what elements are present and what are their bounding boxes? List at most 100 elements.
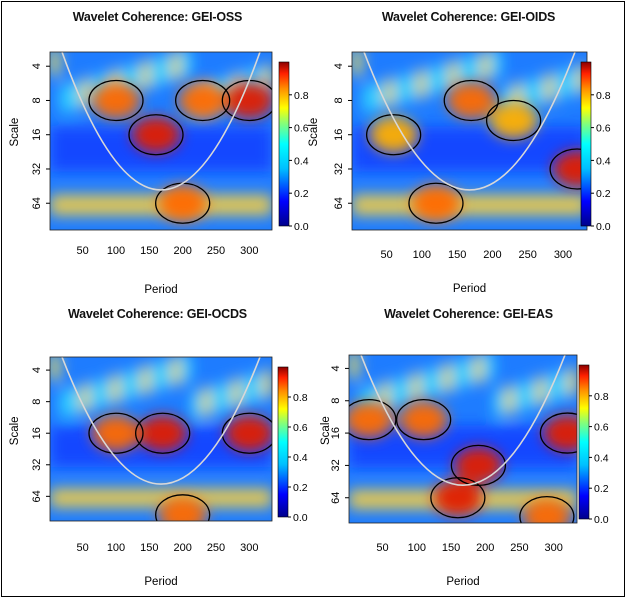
colorbar-tick-label: 0.6 xyxy=(594,422,609,434)
y-tick-label: 4 xyxy=(330,365,342,371)
texture-band xyxy=(160,358,173,390)
x-tick-label: 50 xyxy=(77,245,89,257)
colorbar-tick-label: 0.0 xyxy=(594,514,609,526)
coherence-field xyxy=(50,357,272,521)
texture-band xyxy=(458,56,471,88)
wavelet-plot: 4 8 16 32 64 50 100 150 200 250 300 Period Scale 0.0 0… xyxy=(9,356,308,588)
cone-of-influence xyxy=(61,52,261,191)
texture-band xyxy=(89,379,102,411)
texture-band xyxy=(532,75,545,107)
texture-band xyxy=(250,371,263,403)
coherence-hotspot xyxy=(158,496,207,521)
x-tick-label: 100 xyxy=(413,249,431,261)
coherence-hotspot xyxy=(369,116,418,153)
texture-band xyxy=(404,71,417,103)
x-axis-label: Period xyxy=(453,283,486,295)
colorbar xyxy=(578,364,590,520)
panel-title: Wavelet Coherence: GEI-OSS xyxy=(72,10,243,24)
texture-band xyxy=(170,357,183,387)
texture-band xyxy=(59,388,72,420)
texture-band xyxy=(420,368,433,400)
coherence-hotspot xyxy=(454,447,503,484)
y-tick-label: 64 xyxy=(333,197,345,209)
significance-contour xyxy=(88,79,144,122)
texture-band xyxy=(564,66,577,98)
x-tick-label: 100 xyxy=(408,542,426,554)
coherence-hotspot xyxy=(349,401,393,438)
texture-band xyxy=(139,364,152,396)
coherence-hotspot xyxy=(138,415,187,452)
significance-contour xyxy=(221,412,272,454)
texture-band xyxy=(493,387,506,419)
x-tick-label: 250 xyxy=(519,249,537,261)
texture-band xyxy=(503,384,516,416)
texture-band xyxy=(400,374,412,406)
wavelet-plot: 4 8 16 32 64 50 100 150 200 250 300 Period Scale 0.0 0… xyxy=(9,51,309,296)
coherence-hotspot xyxy=(411,185,460,222)
colorbar xyxy=(277,366,289,518)
significance-contour xyxy=(365,114,422,156)
coherence-field xyxy=(352,52,587,230)
significance-contour xyxy=(443,79,499,122)
texture-band xyxy=(362,83,375,115)
significance-contour xyxy=(88,412,144,454)
colorbar-tick-label: 0.8 xyxy=(294,90,309,102)
cone-of-influence xyxy=(363,52,576,191)
texture-band xyxy=(149,56,162,88)
x-tick-label: 150 xyxy=(448,249,466,261)
wavelet-plot: 4 8 16 32 64 50 100 150 200 250 300 Period Scale 0.0 0… xyxy=(320,354,609,588)
x-tick-label: 150 xyxy=(140,245,158,257)
texture-band xyxy=(69,80,82,112)
texture-band xyxy=(436,62,449,94)
y-axis-label: Scale xyxy=(320,416,332,445)
texture-band xyxy=(441,362,454,394)
y-axis-label: Scale xyxy=(308,118,320,147)
texture-band xyxy=(352,52,364,78)
colorbar-tick-label: 0.6 xyxy=(293,422,308,434)
texture-band xyxy=(109,373,122,405)
x-tick-label: 200 xyxy=(483,249,501,261)
texture-band xyxy=(50,488,272,508)
significance-contour xyxy=(395,399,452,441)
texture-band xyxy=(230,377,243,409)
significance-contour xyxy=(519,496,575,523)
colorbar-tick-label: 0.8 xyxy=(594,391,609,403)
colorbar-tick-label: 0.0 xyxy=(294,221,309,233)
significance-contour xyxy=(408,182,464,224)
x-axis-label: Period xyxy=(144,576,177,588)
y-tick-label: 4 xyxy=(31,63,43,69)
panel-gei-oids: Wavelet Coherence: GEI-OIDS 4 8 16 32 64 50 10… xyxy=(308,2,624,299)
coherence-hotspot xyxy=(489,102,538,139)
significance-contour xyxy=(430,477,486,519)
significance-contour xyxy=(128,114,184,156)
colorbar-tick-label: 0.2 xyxy=(294,188,309,200)
texture-band xyxy=(349,355,361,381)
plot-border xyxy=(348,354,578,524)
texture-band xyxy=(352,194,587,216)
texture-band xyxy=(389,377,402,409)
panel-title: Wavelet Coherence: GEI-EAS xyxy=(384,307,553,321)
colorbar-tick-label: 0.0 xyxy=(293,512,308,524)
texture-band xyxy=(170,52,183,82)
x-tick-label: 200 xyxy=(173,245,191,257)
texture-band xyxy=(555,369,568,401)
x-tick-label: 50 xyxy=(376,542,388,554)
texture-band xyxy=(139,59,152,91)
y-tick-label: 8 xyxy=(31,399,43,405)
texture-band xyxy=(190,389,203,421)
coherence-hotspot xyxy=(399,401,448,438)
texture-band xyxy=(534,375,547,407)
texture-band xyxy=(200,386,213,418)
x-axis-label: Period xyxy=(446,576,479,588)
y-tick-label: 64 xyxy=(31,490,43,502)
y-tick-label: 4 xyxy=(31,367,43,373)
texture-band xyxy=(220,380,233,412)
texture-band xyxy=(180,52,193,79)
significance-contour xyxy=(155,494,211,521)
coherence-hotspot xyxy=(178,82,227,119)
x-tick-label: 250 xyxy=(510,542,528,554)
texture-band xyxy=(50,357,62,383)
colorbar-tick-label: 0.8 xyxy=(596,90,611,102)
panel-title: Wavelet Coherence: GEI-OIDS xyxy=(381,10,556,24)
